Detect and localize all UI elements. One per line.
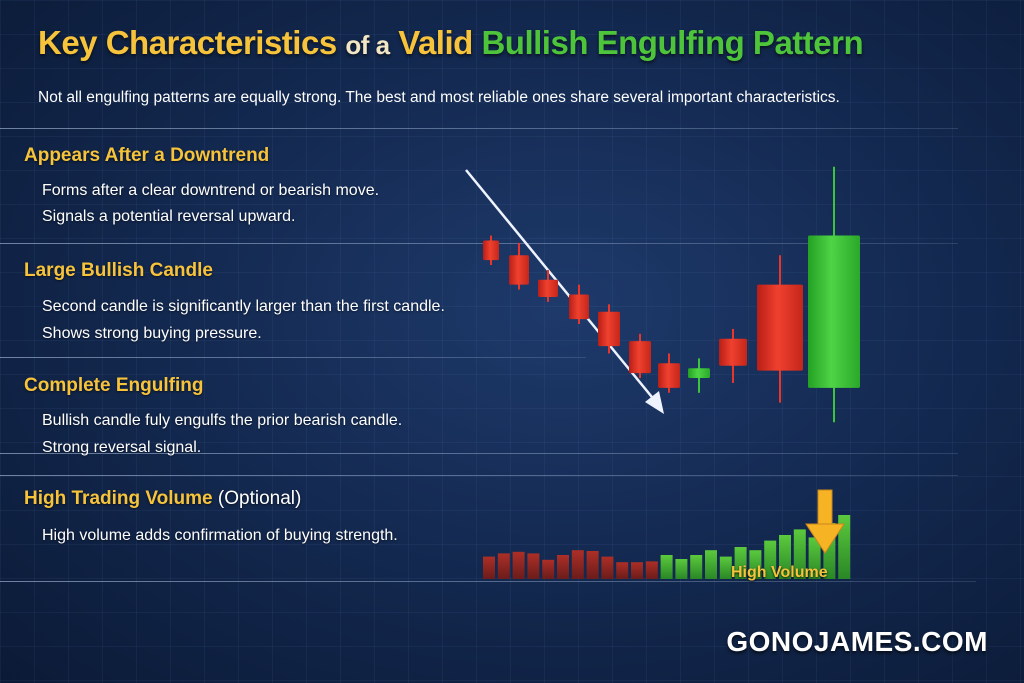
volume-bar bbox=[660, 555, 673, 579]
candle-body bbox=[483, 240, 499, 261]
volume-bar bbox=[557, 555, 569, 579]
volume-bar bbox=[719, 556, 732, 579]
volume-bar bbox=[631, 562, 643, 579]
divider bbox=[0, 453, 958, 454]
bearish-candle bbox=[719, 328, 747, 383]
volume-bar bbox=[690, 555, 703, 579]
bearish-candle bbox=[569, 284, 589, 324]
volume-bar bbox=[527, 553, 540, 579]
volume-label: High Volume bbox=[731, 564, 828, 581]
section-heading-downtrend: Appears After a Downtrend bbox=[24, 145, 270, 166]
brand-logo-text: GONOJAMES.COM bbox=[726, 626, 988, 657]
volume-bar bbox=[749, 550, 762, 579]
section-heading-high-volume: High Trading Volume (Optional) bbox=[24, 488, 301, 510]
section-line: Shows strong buying pressure. bbox=[42, 325, 262, 342]
candle-body bbox=[808, 235, 860, 388]
section-line: Second candle is significantly larger th… bbox=[42, 298, 445, 315]
divider bbox=[0, 357, 586, 358]
section-line: Forms after a clear downtrend or bearish… bbox=[42, 182, 380, 199]
volume-bar bbox=[793, 529, 806, 579]
section-line: Signals a potential reversal upward. bbox=[42, 208, 296, 225]
divider bbox=[0, 128, 958, 129]
section-heading-complete-engulfing: Complete Engulfing bbox=[24, 375, 204, 396]
volume-bar bbox=[675, 559, 688, 579]
volume-bar bbox=[808, 537, 821, 579]
title-part-2: of a bbox=[345, 30, 390, 60]
volume-bar bbox=[571, 550, 584, 579]
title-part-1: Key Characteristics bbox=[38, 24, 337, 61]
candle-body bbox=[538, 279, 558, 297]
arrow-down-head bbox=[805, 523, 845, 554]
downtrend-arrow-line bbox=[465, 169, 657, 403]
bearish-candle bbox=[629, 333, 651, 379]
title-part-4: Bullish Engulfing Pattern bbox=[481, 24, 864, 61]
volume-bar bbox=[483, 556, 495, 579]
section-line: Strong reversal signal. bbox=[42, 439, 202, 456]
volume-bar bbox=[497, 553, 510, 579]
volume-bar bbox=[512, 551, 525, 579]
candle-body bbox=[688, 368, 710, 379]
divider bbox=[0, 475, 958, 476]
title-part-3: Valid bbox=[398, 24, 473, 61]
page-title: Key Characteristics of a Valid Bullish E… bbox=[38, 24, 864, 62]
candle-body bbox=[598, 311, 620, 347]
section-heading-large-bullish: Large Bullish Candle bbox=[24, 260, 213, 281]
volume-bar bbox=[764, 540, 777, 579]
arrow-down-icon bbox=[805, 489, 845, 554]
bearish-candle bbox=[757, 255, 803, 403]
volume-bar bbox=[601, 556, 614, 579]
section-heading-text: High Trading Volume bbox=[24, 488, 213, 509]
candle-body bbox=[719, 338, 747, 366]
volume-bar bbox=[838, 515, 851, 579]
downtrend-arrow-head bbox=[645, 391, 664, 414]
bearish-candle bbox=[538, 269, 558, 302]
bearish-candle bbox=[658, 353, 680, 393]
volume-bar bbox=[616, 562, 629, 579]
divider bbox=[0, 243, 958, 244]
divider bbox=[0, 581, 976, 582]
candle-body bbox=[629, 341, 651, 374]
section-line: Bullish candle fuly engulfs the prior be… bbox=[42, 412, 403, 429]
bearish-candle bbox=[598, 304, 620, 354]
volume-bar bbox=[645, 561, 658, 579]
volume-bar bbox=[705, 550, 717, 579]
volume-bar bbox=[779, 535, 791, 579]
candle-body bbox=[757, 284, 803, 371]
candle-body bbox=[658, 363, 680, 388]
bullish-candle bbox=[808, 166, 860, 423]
volume-bar bbox=[586, 551, 599, 579]
bullish-candle bbox=[688, 358, 710, 393]
downtrend-arrow bbox=[465, 169, 664, 414]
candle-body bbox=[509, 255, 529, 285]
page-subtitle: Not all engulfing patterns are equally s… bbox=[38, 89, 840, 106]
bearish-candle bbox=[483, 235, 499, 266]
candle-body bbox=[569, 294, 589, 320]
arrow-down-shaft bbox=[817, 489, 833, 527]
volume-bar bbox=[542, 559, 555, 579]
volume-bar bbox=[734, 547, 747, 579]
section-line: High volume adds confirmation of buying … bbox=[42, 527, 398, 544]
optional-note: (Optional) bbox=[217, 488, 302, 509]
bearish-candle bbox=[509, 242, 529, 290]
